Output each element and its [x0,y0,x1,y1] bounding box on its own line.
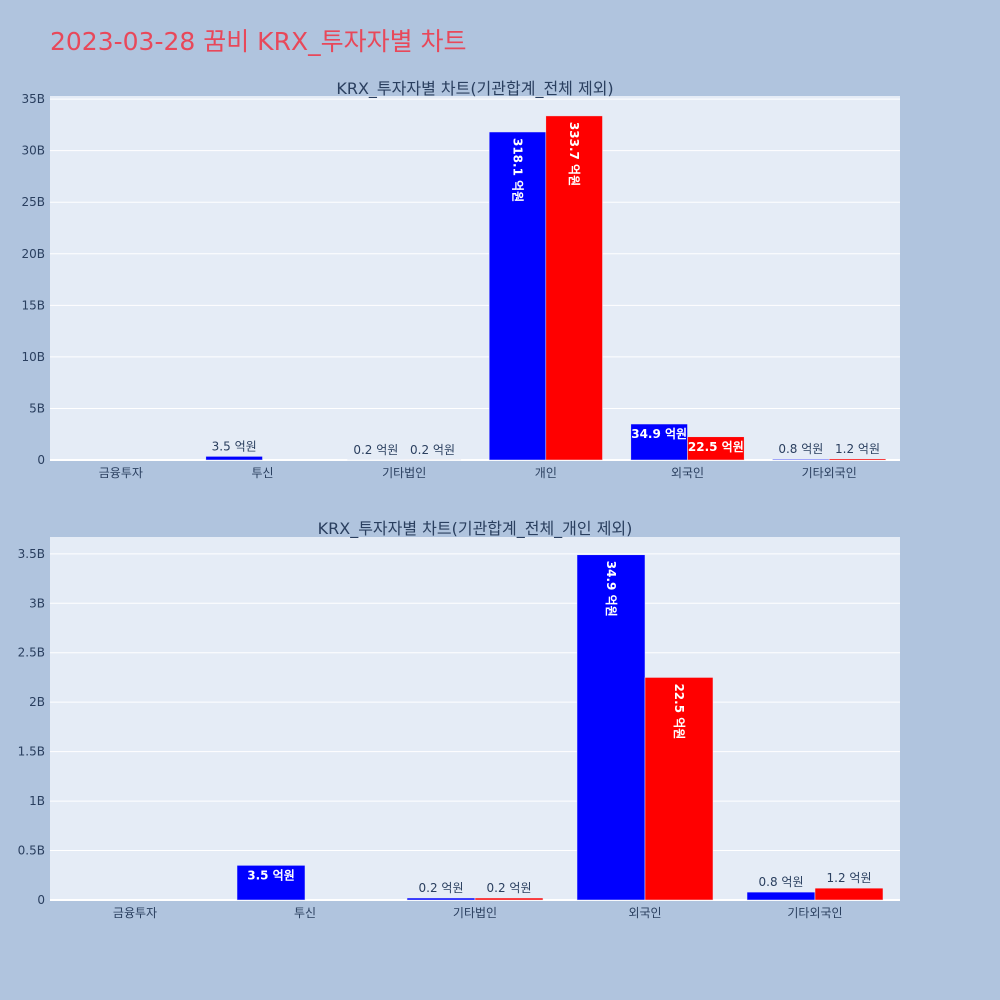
bar [236,865,306,901]
bar [630,423,688,461]
data-label: 3.5 억원 [247,868,295,882]
data-label: 34.9 억원 [604,561,618,617]
data-label: 22.5 억원 [672,683,686,739]
data-label: 0.8 억원 [778,442,823,456]
x-tick-label: 투신 [294,906,316,920]
data-label: 0.2 억원 [353,443,398,457]
data-label: 0.8 억원 [759,875,804,889]
bar [746,891,816,901]
data-label: 3.5 억원 [212,439,257,453]
x-tick-label: 기타법인 [382,466,426,480]
y-tick-label: 0 [37,453,45,467]
y-tick-label: 35B [21,92,45,106]
bar [687,436,745,461]
x-tick-label: 기타외국인 [787,906,842,920]
x-tick-label: 투신 [251,466,273,480]
y-tick-label: 20B [21,247,45,261]
y-tick-label: 25B [21,195,45,209]
y-tick-label: 5B [29,401,45,415]
bar [205,456,263,461]
x-tick-label: 개인 [535,466,557,480]
bar [576,554,646,901]
x-tick-label: 외국인 [671,466,704,480]
y-tick-label: 2B [29,695,45,709]
x-tick-label: 기타외국인 [802,466,857,480]
y-tick-label: 2.5B [18,646,45,660]
chart-1: KRX_투자자별 차트(기관합계_전체 제외) 0 5B 10B 15B 20B 25B 30… [21,79,900,480]
data-label: 1.2 억원 [827,871,872,885]
bar [545,115,603,461]
bar [644,677,714,901]
bar [814,887,884,901]
data-label: 34.9 억원 [631,427,687,441]
data-label: 0.2 억원 [487,881,532,895]
x-tick-label: 기타법인 [453,906,497,920]
y-tick-label: 3B [29,596,45,610]
y-tick-label: 10B [21,350,45,364]
chart-2: KRX_투자자별 차트(기관합계_전체_개인 제외) 0 0.5B 1B 1.5B 2B 2… [18,519,900,920]
y-tick-label: 3.5B [18,547,45,561]
bar [772,458,830,461]
y-tick-label: 30B [21,144,45,158]
y-tick-label: 1B [29,794,45,808]
y-tick-label: 0 [37,893,45,907]
y-tick-label: 1.5B [18,745,45,759]
bar [406,897,476,901]
plot-area [50,96,900,460]
chart-title: KRX_투자자별 차트(기관합계_전체_개인 제외) [318,519,633,539]
plot-area [50,537,900,900]
data-label: 1.2 억원 [835,442,880,456]
x-tick-label: 외국인 [628,906,661,920]
bar [488,131,547,461]
bar [828,458,887,461]
data-label: 22.5 억원 [688,440,744,454]
data-label: 318.1 억원 [511,138,525,202]
page-title: 2023-03-28 꿈비 KRX_투자자별 차트 [50,27,467,56]
y-tick-label: 15B [21,298,45,312]
data-label: 0.2 억원 [410,443,455,457]
x-tick-label: 금융투자 [113,906,157,920]
chart-title: KRX_투자자별 차트(기관합계_전체 제외) [336,79,613,99]
y-tick-label: 0.5B [18,844,45,858]
x-tick-label: 금융투자 [99,466,143,480]
data-label: 333.7 억원 [567,122,581,186]
bar [474,897,544,901]
data-label: 0.2 억원 [419,881,464,895]
